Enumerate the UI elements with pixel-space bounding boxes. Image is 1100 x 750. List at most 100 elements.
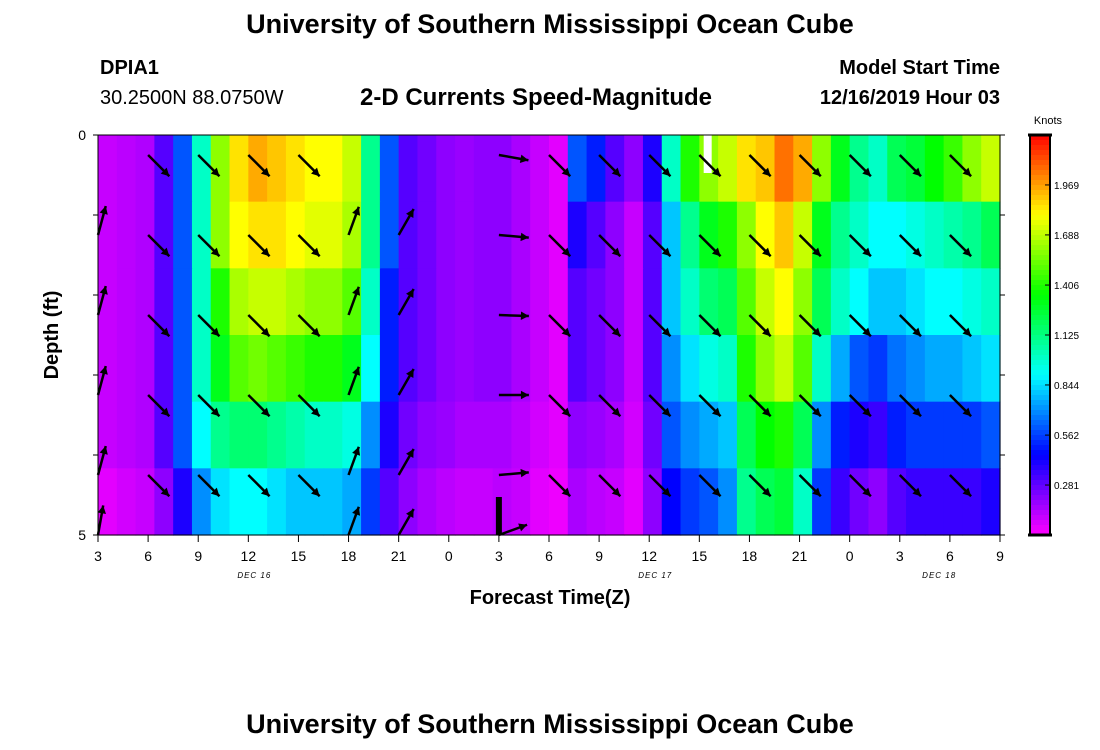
arrow-head xyxy=(406,289,414,299)
colorbar-segment xyxy=(1030,180,1050,186)
heatmap-cell xyxy=(906,201,926,269)
heatmap-cell xyxy=(248,201,268,269)
current-arrow xyxy=(698,474,722,498)
current-arrow xyxy=(898,314,922,338)
arrow-head xyxy=(210,247,220,257)
heatmap-cell xyxy=(285,468,306,536)
heatmap-cell xyxy=(793,468,813,536)
colorbar-segment xyxy=(1030,290,1050,296)
heatmap-cell xyxy=(135,468,155,536)
heatmap-cell xyxy=(229,135,249,203)
arrow-head xyxy=(160,487,170,497)
current-arrow xyxy=(197,474,221,498)
heatmap-cell xyxy=(173,268,193,336)
colorbar-segment xyxy=(1030,495,1050,501)
arrow-head xyxy=(812,327,821,337)
x-tick-label: 0 xyxy=(846,548,854,564)
current-arrow xyxy=(698,394,722,418)
heatmap-cell xyxy=(511,401,531,469)
arrow-head xyxy=(99,446,108,455)
colorbar-segment xyxy=(1030,265,1050,271)
heatmap-cell xyxy=(830,135,851,203)
current-arrow xyxy=(297,314,321,338)
colorbar-segment xyxy=(1030,185,1050,191)
heatmap-cell xyxy=(849,135,870,203)
colorbar-segment xyxy=(1030,200,1050,206)
heatmap-cell xyxy=(116,335,137,403)
heatmap-cell xyxy=(135,268,155,336)
heatmap-cell xyxy=(736,268,757,336)
current-arrow xyxy=(498,153,529,163)
heatmap-cell xyxy=(774,135,794,203)
heatmap-cell xyxy=(812,268,832,336)
current-arrow xyxy=(498,232,529,242)
current-arrow xyxy=(197,234,221,258)
arrow-head xyxy=(812,247,821,257)
colorbar-segment xyxy=(1030,355,1050,361)
arrow-head xyxy=(762,487,771,497)
arrow-head xyxy=(912,247,921,257)
heatmap-cell xyxy=(323,201,343,269)
heatmap-cell xyxy=(736,335,757,403)
current-arrow xyxy=(297,234,321,258)
heatmap-cell xyxy=(642,335,663,403)
colorbar-segment xyxy=(1030,410,1050,416)
heatmap-cell xyxy=(699,468,719,536)
current-arrow xyxy=(197,394,221,418)
heatmap-cell xyxy=(661,268,682,336)
colorbar-tick-label: 0.562 xyxy=(1054,431,1079,442)
heatmap-cell xyxy=(906,335,926,403)
colorbar-segment xyxy=(1030,315,1050,321)
heatmap-cell xyxy=(135,335,155,403)
heatmap-cell xyxy=(642,135,663,203)
heatmap-cell xyxy=(154,335,174,403)
heatmap-cell xyxy=(267,135,287,203)
heatmap-cell xyxy=(943,401,964,469)
current-arrow xyxy=(798,474,822,498)
colorbar-segment xyxy=(1030,175,1050,181)
arrow-head xyxy=(210,327,220,337)
colorbar-segment xyxy=(1030,270,1050,276)
heatmap-cell xyxy=(962,135,982,203)
current-vectors xyxy=(96,153,972,537)
current-arrow xyxy=(548,234,572,258)
arrow-head xyxy=(711,487,721,497)
heatmap-cell xyxy=(492,268,513,336)
heatmap-cells xyxy=(98,135,1001,536)
colorbar-segment xyxy=(1030,230,1050,236)
colorbar-segment xyxy=(1030,505,1050,511)
heatmap-cell xyxy=(755,401,776,469)
arrow-head xyxy=(611,247,621,257)
heatmap-cell xyxy=(173,135,193,203)
colorbar-segment xyxy=(1030,455,1050,461)
heatmap-cell xyxy=(718,468,738,536)
y-axis-ticks: 05 xyxy=(78,127,1005,543)
heatmap-cell xyxy=(116,135,137,203)
current-arrow xyxy=(397,208,415,236)
current-arrow xyxy=(498,523,528,537)
heatmap-cell xyxy=(98,135,118,203)
current-arrow xyxy=(698,314,722,338)
arrow-head xyxy=(160,327,170,337)
arrow-head xyxy=(711,327,721,337)
heatmap-cell xyxy=(154,468,174,536)
colorbar-segment xyxy=(1030,220,1050,226)
heatmap-cell xyxy=(586,401,606,469)
colorbar-segment xyxy=(1030,485,1050,491)
heatmap-cell xyxy=(567,201,588,269)
heatmap-cell xyxy=(567,335,588,403)
x-tick-label: 18 xyxy=(742,548,758,564)
heatmap-cell xyxy=(924,468,945,536)
colorbar-segment xyxy=(1030,395,1050,401)
colorbar-segment xyxy=(1030,190,1050,196)
heatmap-cell xyxy=(642,401,663,469)
x-tick-label: 21 xyxy=(391,548,407,564)
current-arrow xyxy=(748,154,772,178)
heatmap-cell xyxy=(361,468,381,536)
current-arrow xyxy=(848,474,872,498)
heatmap-cell xyxy=(924,268,945,336)
heatmap-cell xyxy=(549,401,569,469)
arrow-head xyxy=(812,167,821,177)
heatmap-cell xyxy=(774,468,794,536)
heatmap-cell xyxy=(210,268,231,336)
